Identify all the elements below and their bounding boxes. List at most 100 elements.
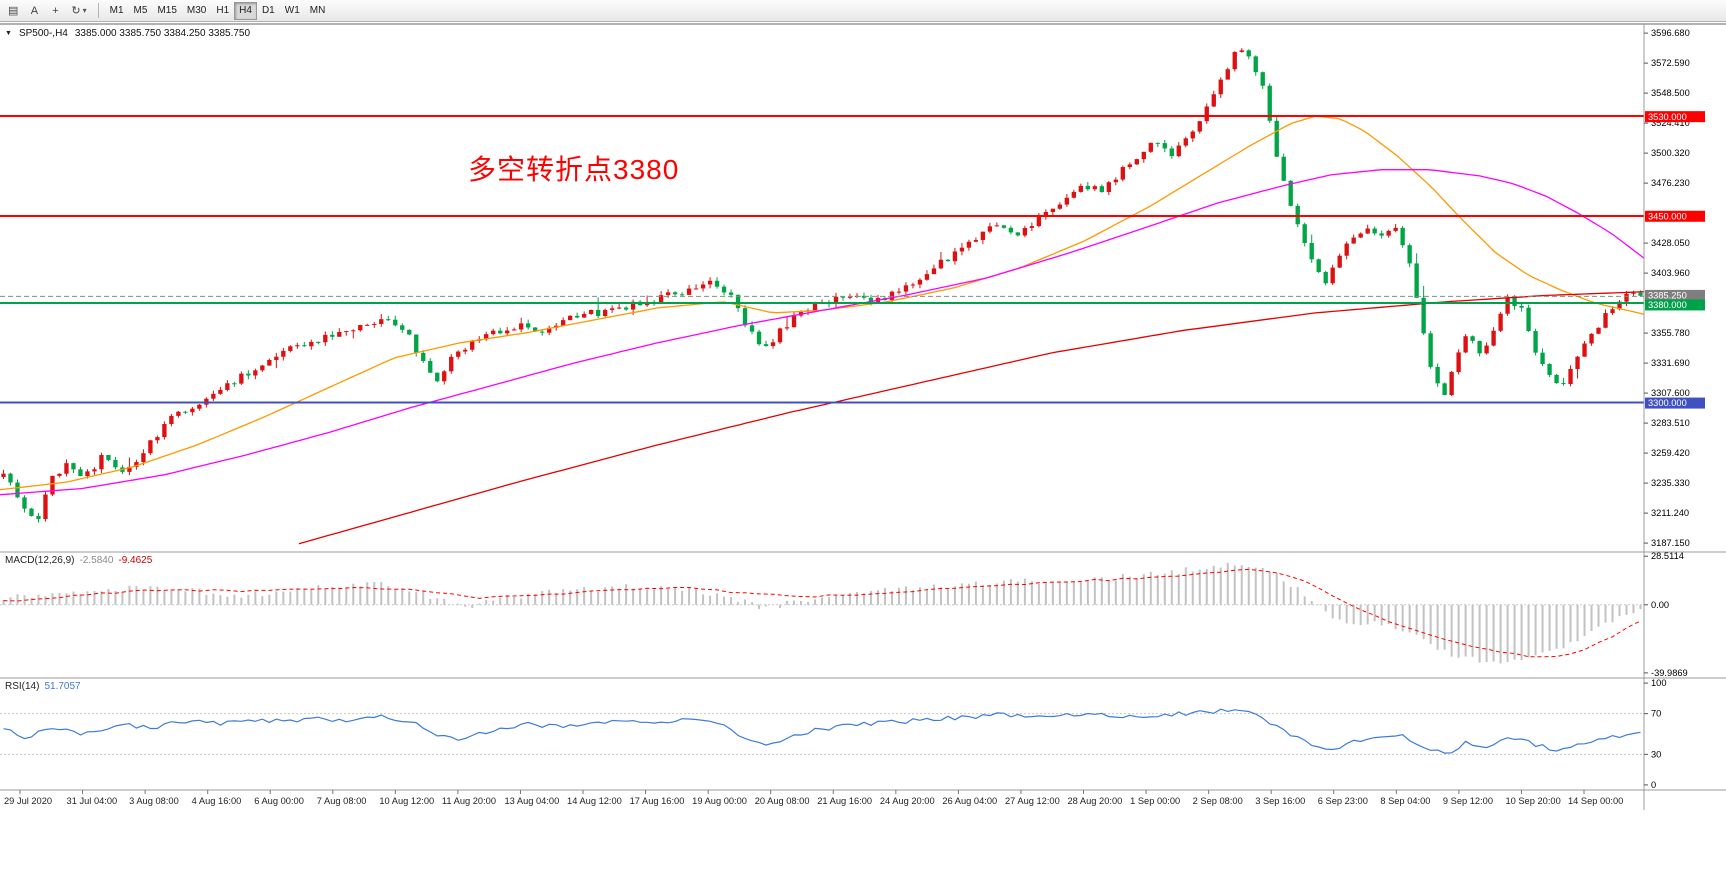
time-label: 19 Aug 00:00 xyxy=(692,796,747,806)
macd-axis-label: -39.9869 xyxy=(1651,668,1688,678)
macd-histogram xyxy=(2,562,1642,664)
time-label: 24 Aug 20:00 xyxy=(880,796,935,806)
time-label: 14 Sep 00:00 xyxy=(1568,796,1623,806)
price-tick-label: 3596.680 xyxy=(1651,28,1690,38)
time-label: 10 Sep 20:00 xyxy=(1505,796,1560,806)
time-label: 21 Aug 16:00 xyxy=(817,796,872,806)
hline-price-label: 3300.000 xyxy=(1645,397,1705,409)
price-tick-label: 3572.590 xyxy=(1651,58,1690,68)
auto-scroll-icon: ↻ xyxy=(71,5,81,17)
time-label: 13 Aug 04:00 xyxy=(504,796,559,806)
time-label: 28 Aug 20:00 xyxy=(1068,796,1123,806)
time-label: 7 Aug 08:00 xyxy=(317,796,367,806)
dropdown-caret-icon: ▾ xyxy=(82,6,87,15)
price-tick-label: 3500.320 xyxy=(1651,148,1690,158)
timeframe-button-m5[interactable]: M5 xyxy=(129,2,153,20)
macd-signal-value: -9.4625 xyxy=(118,555,153,566)
time-label: 31 Jul 04:00 xyxy=(67,796,118,806)
rsi-name: RSI(14) xyxy=(5,681,40,692)
price-tick-label: 3235.330 xyxy=(1651,478,1690,488)
macd-axis-label: 0.00 xyxy=(1651,600,1669,610)
time-label: 27 Aug 12:00 xyxy=(1005,796,1060,806)
price-tick-label: 3403.960 xyxy=(1651,268,1690,278)
svg-text:3385.250: 3385.250 xyxy=(1648,291,1687,301)
time-label: 10 Aug 12:00 xyxy=(379,796,434,806)
price-tick-label: 3259.420 xyxy=(1651,448,1690,458)
macd-signal-line xyxy=(3,568,1641,658)
rsi-axis-label: 70 xyxy=(1651,709,1661,719)
symbol-dropdown-icon[interactable]: ▼ xyxy=(5,30,12,37)
timeframe-button-d1[interactable]: D1 xyxy=(257,2,280,20)
price-tick-label: 3428.050 xyxy=(1651,238,1690,248)
auto-scroll-button[interactable]: ↻ ▾ xyxy=(66,2,91,20)
timeframe-button-h1[interactable]: H1 xyxy=(211,2,234,20)
svg-text:3450.000: 3450.000 xyxy=(1648,211,1687,221)
time-label: 1 Sep 00:00 xyxy=(1130,796,1180,806)
rsi-axis-label: 0 xyxy=(1651,780,1656,790)
price-tick-label: 3307.600 xyxy=(1651,388,1690,398)
symbol-ohlc-values: 3385.000 3385.750 3384.250 3385.750 xyxy=(74,28,251,39)
timeframe-toolbar: M1 M5 M15 M30 H1 H4 D1 W1 MN xyxy=(105,1,331,20)
hline-price-label: 3530.000 xyxy=(1645,111,1705,123)
svg-text:3530.000: 3530.000 xyxy=(1648,112,1687,122)
text-annotation-button[interactable]: A xyxy=(24,2,44,20)
timeframe-button-h4[interactable]: H4 xyxy=(234,1,257,20)
time-label: 17 Aug 16:00 xyxy=(630,796,685,806)
current-price-label: 3385.250 xyxy=(1645,289,1705,301)
timeframe-button-mn[interactable]: MN xyxy=(305,2,331,20)
price-tick-label: 3355.780 xyxy=(1651,328,1690,338)
rsi-label: RSI(14) 51.7057 xyxy=(5,681,86,692)
rsi-axis-label: 100 xyxy=(1651,678,1667,688)
candlestick-series xyxy=(1,48,1643,523)
timeframe-button-m15[interactable]: M15 xyxy=(152,2,181,20)
ma-slow-line xyxy=(298,291,1645,545)
price-tick-label: 3331.690 xyxy=(1651,358,1690,368)
symbol-name: SP500-,H4 xyxy=(18,28,68,39)
price-axis[interactable]: 3596.680 3572.590 3548.500 3524.410 3500.320… xyxy=(1644,28,1690,548)
rsi-axis-label: 30 xyxy=(1651,749,1661,759)
macd-axis-label: 28.5114 xyxy=(1651,551,1684,561)
macd-axis[interactable]: 28.5114 0.00 -39.9869 xyxy=(1644,551,1688,678)
time-axis[interactable]: 29 Jul 2020 31 Jul 04:00 3 Aug 08:00 4 Aug … xyxy=(4,790,1623,806)
time-label: 9 Sep 12:00 xyxy=(1443,796,1493,806)
macd-label: MACD(12,26,9) -2.5840 -9.4625 xyxy=(5,555,157,566)
time-label: 4 Aug 16:00 xyxy=(192,796,242,806)
price-tick-label: 3524.410 xyxy=(1651,118,1690,128)
time-label: 2 Sep 08:00 xyxy=(1193,796,1243,806)
chart-window-icon[interactable]: ▤ xyxy=(3,2,23,20)
chart-canvas[interactable]: 3596.680 3572.590 3548.500 3524.410 3500.320… xyxy=(0,22,1726,892)
price-tick-label: 3283.510 xyxy=(1651,418,1690,428)
price-tick-label: 3187.150 xyxy=(1651,538,1690,548)
rsi-value: 51.7057 xyxy=(44,681,81,692)
ma-mid-line xyxy=(0,169,1645,496)
time-label: 6 Sep 23:00 xyxy=(1318,796,1368,806)
main-toolbar: ▤ A + ↻ ▾ M1 M5 M15 M30 H1 H4 D1 W1 MN xyxy=(0,0,1726,22)
timeframe-button-m30[interactable]: M30 xyxy=(182,2,211,20)
time-label: 14 Aug 12:00 xyxy=(567,796,622,806)
macd-name: MACD(12,26,9) xyxy=(5,555,75,566)
chart-annotation-text[interactable]: 多空转折点3380 xyxy=(468,154,680,185)
rsi-line xyxy=(3,708,1641,754)
timeframe-button-w1[interactable]: W1 xyxy=(280,2,305,20)
svg-text:3300.000: 3300.000 xyxy=(1648,398,1687,408)
price-tick-label: 3211.240 xyxy=(1651,508,1689,518)
symbol-info: ▼ SP500-,H4 3385.000 3385.750 3384.250 3… xyxy=(5,28,250,39)
time-label: 11 Aug 20:00 xyxy=(442,796,496,806)
time-label: 6 Aug 00:00 xyxy=(254,796,304,806)
price-tick-label: 3476.230 xyxy=(1651,178,1690,188)
macd-main-value: -2.5840 xyxy=(79,555,114,566)
time-label: 29 Jul 2020 xyxy=(4,796,52,806)
time-label: 3 Aug 08:00 xyxy=(129,796,179,806)
timeframe-button-m1[interactable]: M1 xyxy=(105,2,129,20)
chart-region[interactable]: 3596.680 3572.590 3548.500 3524.410 3500.320… xyxy=(0,22,1726,892)
time-label: 8 Sep 04:00 xyxy=(1380,796,1430,806)
hline-price-label: 3380.000 xyxy=(1645,299,1705,311)
svg-text:3380.000: 3380.000 xyxy=(1648,300,1687,310)
crosshair-button[interactable]: + xyxy=(45,2,65,20)
toolbar-separator xyxy=(97,3,99,18)
price-tick-label: 3548.500 xyxy=(1651,88,1690,98)
hline-price-label: 3450.000 xyxy=(1645,210,1705,222)
time-label: 3 Sep 16:00 xyxy=(1255,796,1305,806)
time-label: 26 Aug 04:00 xyxy=(942,796,997,806)
